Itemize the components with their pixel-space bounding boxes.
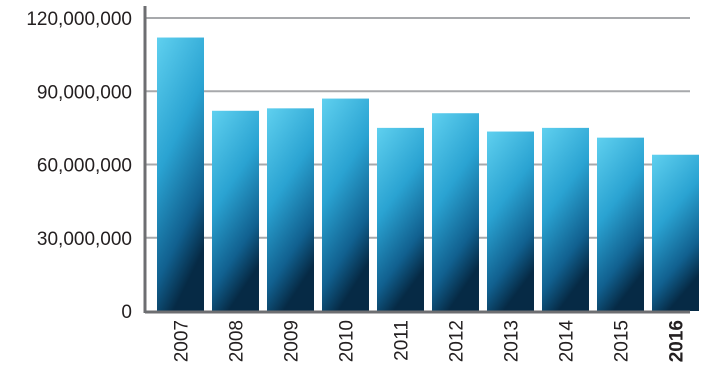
bar-2013 bbox=[487, 131, 534, 311]
bar-2008 bbox=[212, 110, 259, 312]
x-tick-label: 2012 bbox=[447, 320, 468, 362]
bar-2014 bbox=[542, 127, 589, 311]
bar-2011 bbox=[377, 127, 424, 311]
y-tick-label: 0 bbox=[121, 302, 132, 323]
y-tick-label: 90,000,000 bbox=[37, 82, 132, 103]
bar-2012 bbox=[432, 113, 479, 311]
y-tick-label: 120,000,000 bbox=[26, 9, 132, 30]
x-tick-label: 2010 bbox=[337, 320, 358, 362]
x-tick-label: 2015 bbox=[612, 320, 633, 362]
bar-2015 bbox=[597, 137, 644, 311]
x-tick-label: 2016 bbox=[667, 320, 688, 362]
x-tick-label: 2011 bbox=[392, 320, 413, 361]
y-axis-tick-labels: 0 30,000,000 60,000,000 90,000,000 120,000,0… bbox=[26, 9, 132, 323]
bar-2010 bbox=[322, 98, 369, 311]
bar-2016 bbox=[652, 154, 699, 311]
bar-2009 bbox=[267, 108, 314, 311]
x-tick-label: 2008 bbox=[227, 320, 248, 362]
x-tick-label: 2013 bbox=[502, 320, 523, 362]
y-tick-label: 30,000,000 bbox=[37, 229, 132, 250]
x-axis-tick-labels: 2007 2008 2009 2010 2011 2012 2013 2014 2015 2016 bbox=[172, 320, 688, 363]
y-tick-label: 60,000,000 bbox=[37, 156, 132, 177]
x-tick-label: 2009 bbox=[282, 320, 303, 362]
bars bbox=[157, 37, 699, 312]
x-tick-label: 2014 bbox=[557, 320, 578, 363]
x-tick-label: 2007 bbox=[172, 320, 193, 362]
bar-2007 bbox=[157, 37, 204, 312]
